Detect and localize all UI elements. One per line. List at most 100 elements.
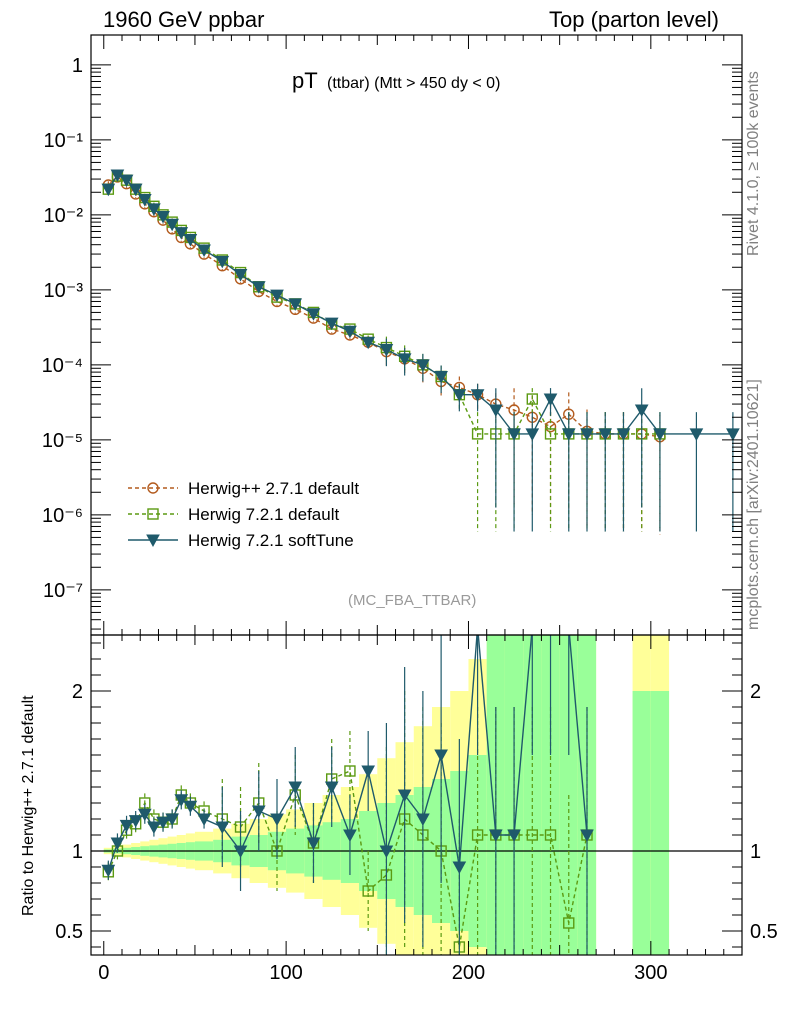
softtune-point: [324, 317, 339, 331]
uncertainty-band-green: [632, 691, 651, 955]
legend-label-herwigpp: Herwig++ 2.7.1 default: [188, 479, 359, 498]
y-tick-label: 10⁻⁴: [42, 355, 83, 377]
plot-title: pT: [292, 68, 318, 93]
softtune-ratio-point: [379, 845, 394, 859]
softtune-ratio-point: [197, 813, 211, 827]
softtune-ratio-point: [156, 816, 170, 830]
softtune-point: [634, 404, 649, 418]
softtune-ratio-point: [563, 622, 575, 633]
softtune-point: [543, 393, 558, 407]
softtune-point: [119, 174, 134, 188]
softtune-point: [183, 233, 198, 247]
softtune-ratio-point: [488, 829, 503, 843]
ratio-y-tick-label-right: 1: [750, 841, 761, 863]
softtune-point: [488, 404, 503, 418]
softtune-point: [306, 308, 321, 321]
softtune-point: [525, 428, 540, 441]
herwig721-point: [471, 428, 484, 440]
herwig721-ratio-point: [526, 829, 538, 841]
y-tick-label: 10⁻⁷: [43, 580, 83, 602]
softtune-ratio-point: [526, 622, 538, 633]
herwig721-ratio-point: [362, 885, 374, 897]
plot-titles: pT (ttbar) (Mtt > 450 dy < 0) (MC_FBA_TT…: [292, 68, 500, 609]
softtune-ratio-point: [128, 815, 143, 828]
softtune-ratio-point: [183, 800, 198, 814]
softtune-point: [416, 359, 430, 372]
legend-label-softtune: Herwig 7.2.1 softTune: [188, 531, 354, 550]
softtune-point: [616, 428, 631, 441]
y-tick-label: 10⁻³: [44, 280, 84, 302]
softtune-point: [598, 428, 613, 441]
softtune-ratio-point: [233, 845, 248, 859]
herwig721-ratio-point: [344, 765, 356, 777]
softtune-point: [233, 269, 248, 282]
softtune-point: [452, 389, 467, 402]
y-tick-label: 10⁻⁶: [42, 505, 83, 527]
softtune-ratio-point: [288, 781, 303, 795]
uncertainty-band-green: [650, 691, 670, 955]
herwigpp-line: [107, 176, 661, 438]
softtune-point: [156, 211, 170, 224]
ratio-y-tick-label: 2: [72, 681, 83, 703]
softtune-point: [128, 183, 143, 197]
softtune-ratio-point: [137, 808, 152, 822]
softtune-ratio-point: [580, 829, 594, 843]
herwig721-ratio-point: [563, 917, 575, 929]
softtune-ratio-point: [165, 813, 179, 827]
softtune-point: [197, 244, 211, 258]
legend-marker-herwig721: [147, 508, 159, 520]
legend-label-herwig721: Herwig 7.2.1 default: [188, 505, 339, 524]
softtune-point: [434, 370, 448, 384]
softtune-ratio-point: [545, 622, 557, 633]
herwig721-point: [544, 428, 557, 440]
softtune-line: [107, 174, 733, 435]
x-tick-label: 300: [634, 962, 667, 984]
softtune-point: [251, 281, 266, 294]
ratio-y-tick-label-right: 2: [750, 681, 761, 703]
softtune-ratio-point: [452, 861, 467, 875]
x-tick-label: 100: [269, 962, 302, 984]
x-tick-label: 0: [98, 962, 109, 984]
softtune-ratio-point: [147, 821, 161, 835]
softtune-ratio-point: [101, 864, 116, 878]
softtune-point: [726, 428, 740, 441]
softtune-point: [561, 428, 576, 441]
ratio-y-tick-label-right: 0.5: [750, 921, 778, 943]
softtune-ratio-point: [174, 794, 189, 807]
softtune-point: [165, 218, 179, 232]
ratio-y-tick-label: 1: [72, 841, 83, 863]
softtune-ratio-point: [110, 837, 125, 851]
softtune-ratio-point: [361, 765, 376, 779]
herwig721-line: [107, 175, 660, 435]
ratio-y-axis-label: Ratio to Herwig++ 2.7.1 default: [20, 695, 37, 916]
softtune-ratio-point: [215, 821, 230, 835]
softtune-ratio-point: [119, 819, 134, 833]
softtune-point: [288, 298, 303, 311]
header-energy-label: 1960 GeV ppbar: [103, 7, 265, 32]
softtune-ratio-point: [472, 622, 484, 633]
softtune-ratio-point: [416, 813, 430, 827]
softtune-point: [174, 227, 189, 240]
ratio-y-tick-label: 0.5: [55, 921, 83, 943]
herwig721-ratio-point: [544, 829, 557, 841]
softtune-ratio-point: [397, 789, 412, 803]
softtune-point: [653, 428, 667, 441]
header-process-label: Top (parton level): [549, 7, 719, 32]
softtune-point: [507, 428, 521, 441]
herwig721-ratio-point: [471, 829, 484, 841]
rivet-version-label: Rivet 4.1.0, ≥ 100k events: [745, 71, 762, 256]
herwig721-point: [526, 393, 538, 405]
plot-title-sub: (ttbar) (Mtt > 450 dy < 0): [327, 75, 500, 92]
softtune-point: [101, 183, 116, 197]
mcplots-credit-label: mcplots.cern.ch [arXiv:2401.10621]: [745, 379, 762, 630]
softtune-ratio-point: [507, 829, 521, 843]
y-tick-label: 1: [72, 55, 83, 77]
softtune-point: [137, 194, 152, 207]
softtune-point: [343, 325, 357, 339]
ratio-plot-frame: [90, 634, 743, 956]
softtune-point: [270, 289, 284, 303]
axes-layer: 1 10⁻¹ 10⁻² 10⁻³ 10⁻⁴ 10⁻⁵ 10⁻⁶ 10⁻⁷ 0 100 200 300 0…: [42, 34, 778, 984]
legend: Herwig++ 2.7.1 default Herwig 7.2.1 defau…: [128, 479, 359, 550]
softtune-point: [361, 336, 376, 350]
